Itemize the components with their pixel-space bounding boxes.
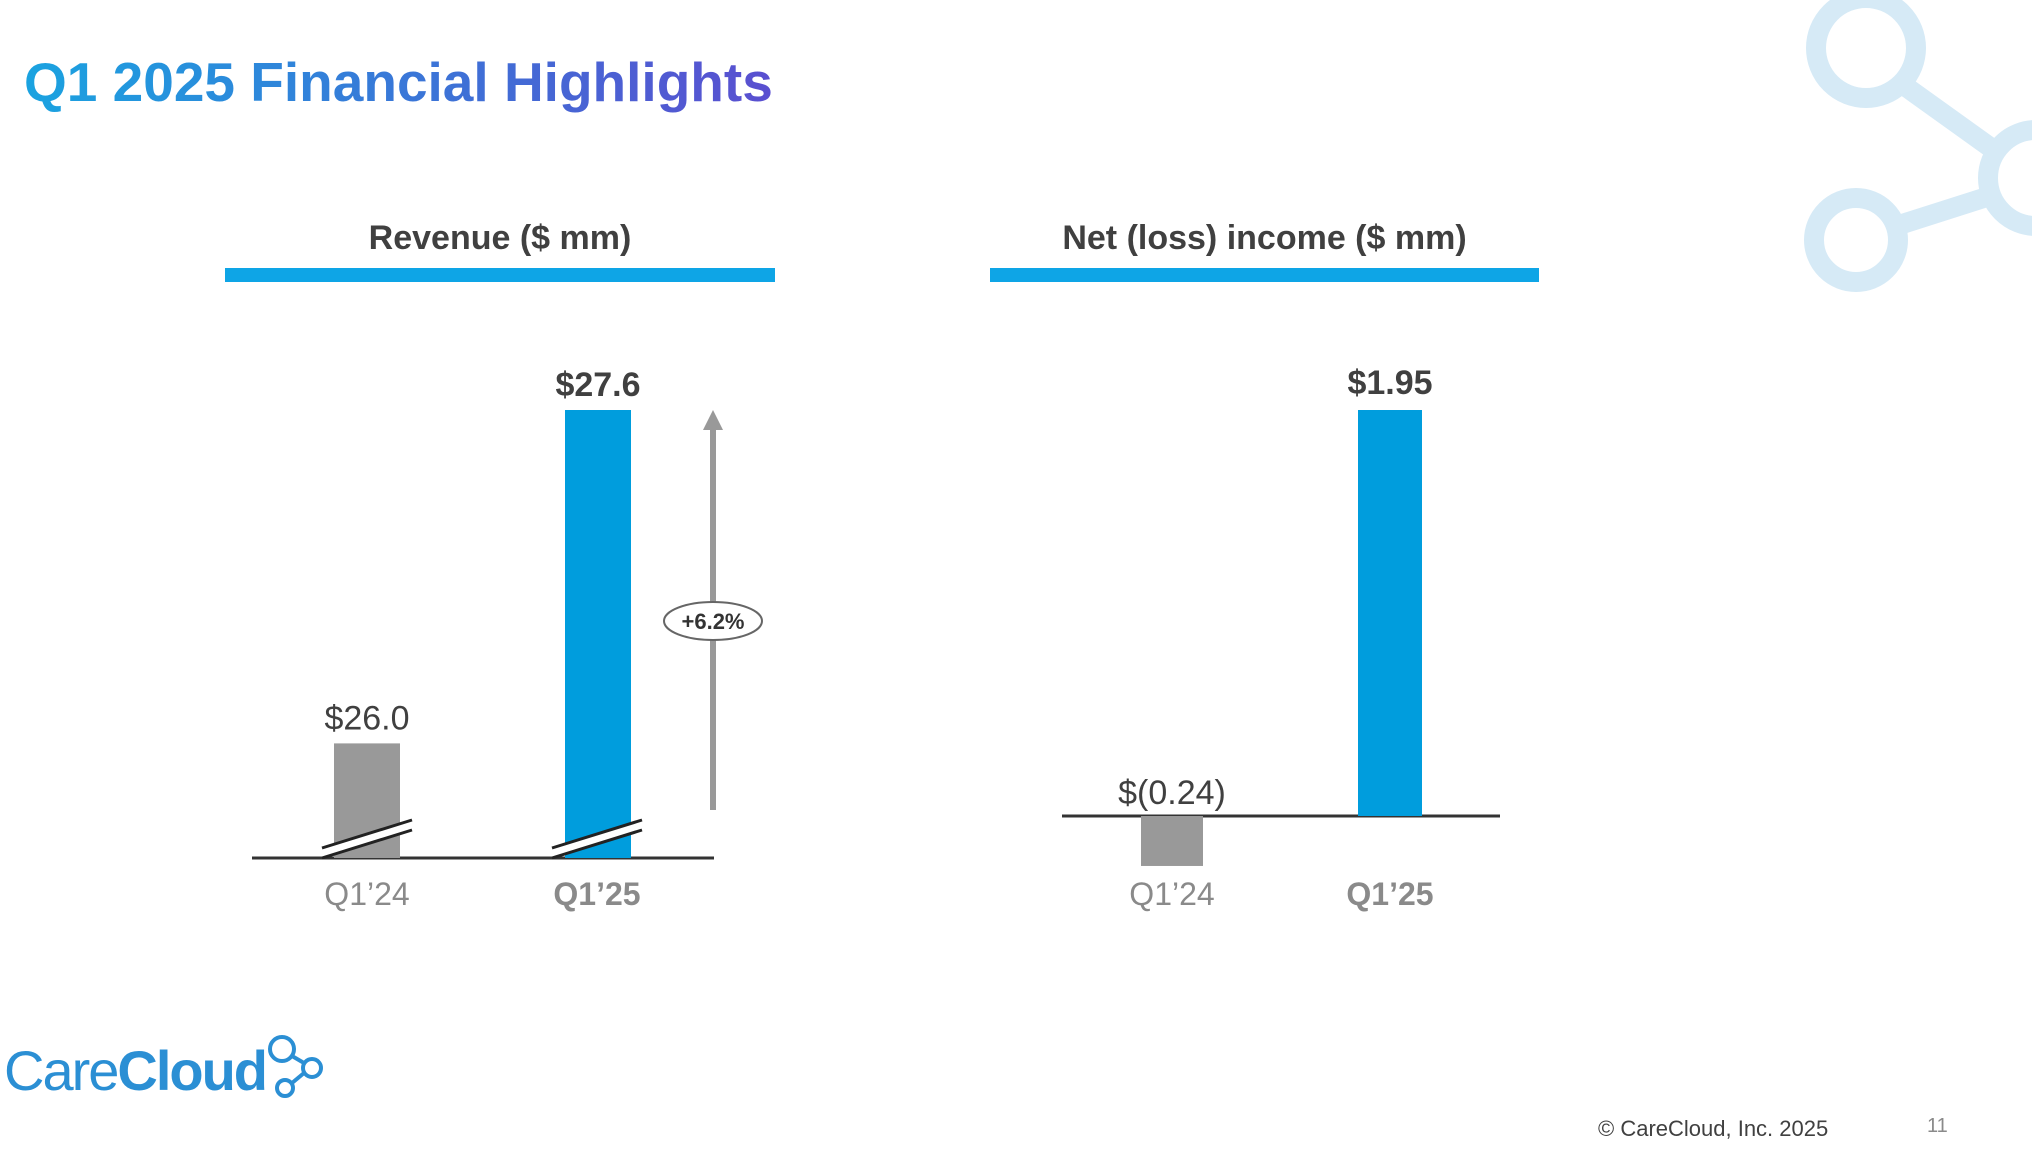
net-income-bar-q1-24 [1141, 816, 1203, 866]
revenue-value-label-q1-24: $26.0 [324, 699, 409, 737]
logo-molecule-icon [268, 1035, 323, 1098]
net-income-value-label-q1-24: $(0.24) [1118, 774, 1226, 812]
logo-text-cloud: Cloud [117, 1039, 268, 1102]
page-title: Q1 2025 Financial Highlights [24, 46, 773, 118]
revenue-x-tick-q1-25: Q1’25 [553, 876, 640, 912]
copyright-footer: © CareCloud, Inc. 2025 [1598, 1116, 1829, 1141]
net-income-header-underline [990, 268, 1539, 282]
revenue-header-underline [225, 268, 775, 282]
growth-badge-label: +6.2% [682, 609, 745, 634]
logo-text-care: Care [4, 1039, 119, 1102]
revenue-value-label-q1-25: $27.6 [555, 366, 640, 404]
growth-badge [663, 601, 763, 641]
revenue-chart-header: Revenue ($ mm) [225, 216, 775, 286]
net-income-bar-q1-25 [1358, 410, 1422, 816]
molecule-decoration-icon [1804, 0, 2032, 292]
revenue-chart: $26.0 $27.6 Q1’24 Q1’25 +6.2% [252, 366, 763, 912]
net-income-chart: $(0.24) $1.95 Q1’24 Q1’25 [1062, 364, 1500, 912]
net-income-x-tick-q1-24: Q1’24 [1129, 876, 1214, 912]
revenue-chart-title: Revenue ($ mm) [368, 219, 632, 257]
axis-break-marks [321, 818, 643, 860]
net-income-chart-header: Net (loss) income ($ mm) [990, 216, 1539, 286]
revenue-x-tick-q1-24: Q1’24 [324, 876, 409, 912]
revenue-bar-q1-25 [565, 410, 631, 858]
net-income-x-tick-q1-25: Q1’25 [1346, 876, 1433, 912]
carecloud-logo: CareCloud [4, 1038, 268, 1104]
net-income-value-label-q1-25: $1.95 [1347, 364, 1432, 402]
net-income-chart-title: Net (loss) income ($ mm) [1062, 219, 1467, 257]
page-number: 11 [1927, 1115, 1948, 1137]
